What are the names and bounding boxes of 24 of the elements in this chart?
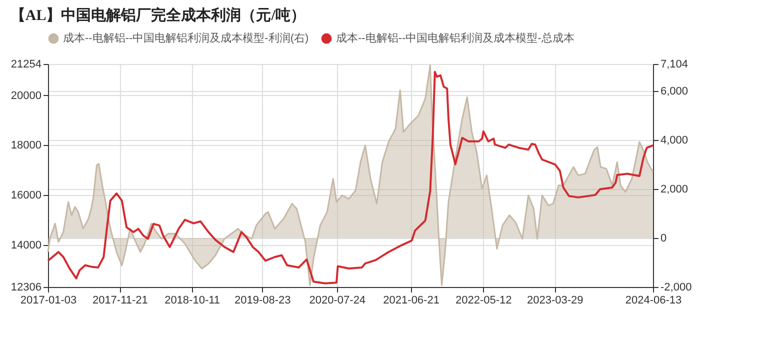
chart-title: 【AL】中国电解铝厂完全成本利润（元/吨）: [10, 6, 306, 24]
x-tick-label: 2019-08-23: [234, 294, 291, 306]
y-tick-label: 12306: [10, 282, 42, 294]
y2-tick-label: 0: [660, 232, 667, 245]
y2-tick-label: 7,104: [660, 58, 688, 70]
y2-tick-label: 4,000: [660, 134, 688, 147]
x-tick-label: 2021-06-21: [383, 294, 440, 306]
x-tick-label: 2023-03-29: [526, 294, 584, 306]
y-tick-label: 14000: [10, 239, 42, 252]
legend-label: 成本--电解铝--中国电解铝利润及成本模型-利润(右): [63, 32, 309, 45]
y-tick-label: 21254: [10, 58, 42, 70]
x-tick-label: 2022-05-12: [456, 294, 512, 306]
x-tick-label: 2024-06-13: [625, 294, 682, 306]
y2-tick-label: 6,000: [660, 86, 688, 98]
y-tick-label: 20000: [10, 90, 42, 102]
y-tick-label: 18000: [10, 140, 42, 152]
y2-tick-label: -2,000: [660, 282, 692, 294]
x-tick-label: 2018-10-11: [164, 294, 220, 306]
x-tick-label: 2017-01-03: [20, 294, 77, 306]
y2-tick-label: 2,000: [660, 184, 688, 196]
legend-label: 成本--电解铝--中国电解铝利润及成本模型-总成本: [336, 32, 574, 45]
y-tick-label: 16000: [10, 189, 42, 202]
x-tick-label: 2017-11-21: [92, 294, 148, 306]
x-tick-label: 2020-07-24: [309, 294, 366, 306]
